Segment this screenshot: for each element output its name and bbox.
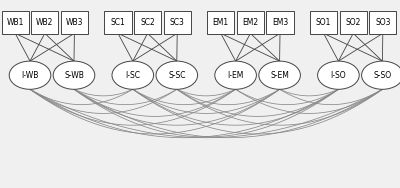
- FancyBboxPatch shape: [369, 11, 396, 34]
- Ellipse shape: [156, 61, 198, 89]
- FancyBboxPatch shape: [207, 11, 234, 34]
- FancyBboxPatch shape: [134, 11, 161, 34]
- Text: SO1: SO1: [316, 18, 331, 27]
- Text: I-SO: I-SO: [330, 71, 346, 80]
- Ellipse shape: [259, 61, 300, 89]
- FancyBboxPatch shape: [104, 11, 132, 34]
- FancyBboxPatch shape: [61, 11, 88, 34]
- Text: EM2: EM2: [242, 18, 258, 27]
- Text: S-SO: S-SO: [373, 71, 392, 80]
- Ellipse shape: [318, 61, 359, 89]
- FancyBboxPatch shape: [237, 11, 264, 34]
- Text: SC2: SC2: [140, 18, 155, 27]
- Text: S-SC: S-SC: [168, 71, 186, 80]
- Text: SO3: SO3: [375, 18, 390, 27]
- Ellipse shape: [215, 61, 256, 89]
- Text: WB2: WB2: [36, 18, 54, 27]
- Text: WB3: WB3: [66, 18, 83, 27]
- Text: S-EM: S-EM: [270, 71, 289, 80]
- Text: I-SC: I-SC: [125, 71, 140, 80]
- Text: SC1: SC1: [111, 18, 125, 27]
- Ellipse shape: [53, 61, 95, 89]
- FancyBboxPatch shape: [340, 11, 367, 34]
- FancyBboxPatch shape: [164, 11, 191, 34]
- Text: EM3: EM3: [272, 18, 288, 27]
- Ellipse shape: [362, 61, 400, 89]
- Text: I-EM: I-EM: [228, 71, 244, 80]
- FancyBboxPatch shape: [2, 11, 29, 34]
- Text: EM1: EM1: [213, 18, 229, 27]
- Text: SC3: SC3: [170, 18, 185, 27]
- Text: SO2: SO2: [346, 18, 361, 27]
- FancyBboxPatch shape: [31, 11, 58, 34]
- Text: I-WB: I-WB: [21, 71, 39, 80]
- Text: S-WB: S-WB: [64, 71, 84, 80]
- Ellipse shape: [9, 61, 51, 89]
- FancyBboxPatch shape: [266, 11, 294, 34]
- Text: WB1: WB1: [6, 18, 24, 27]
- FancyBboxPatch shape: [310, 11, 337, 34]
- Ellipse shape: [112, 61, 154, 89]
